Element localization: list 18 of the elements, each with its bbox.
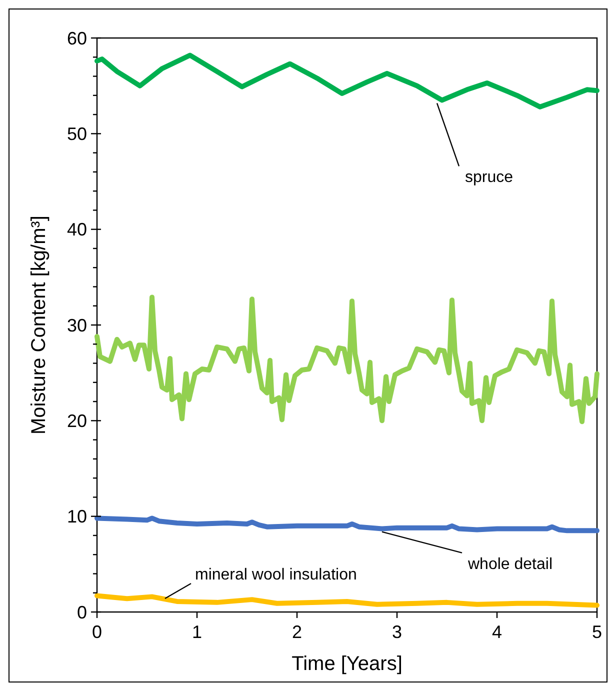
x-tick-label: 2 [292,622,302,642]
y-tick-label: 20 [66,410,87,431]
text: spruce [465,169,514,186]
x-tick-label: 0 [92,622,102,642]
y-tick-label: 40 [66,220,87,240]
series-label: whole detail [467,556,552,573]
y-tick-label: 30 [66,315,87,336]
y-axis-title: Moisture Content [kg/m³] [28,216,50,434]
x-tick-label: 4 [492,622,502,642]
x-tick-label: 1 [192,622,202,642]
series-label: mineral wool insulation [195,566,357,584]
x-tick-label: 3 [392,622,402,642]
x-axis-title: Time [Years] [292,653,402,675]
y-tick-label: 60 [66,28,87,48]
y-tick-label: 0 [76,602,87,622]
y-tick-label: 50 [66,124,87,144]
y-tick-label: 10 [66,506,87,527]
x-tick-label: 5 [592,622,602,642]
